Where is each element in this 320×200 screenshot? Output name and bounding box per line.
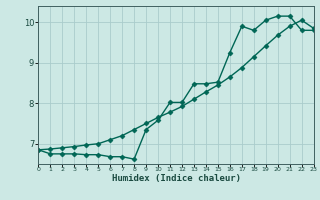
X-axis label: Humidex (Indice chaleur): Humidex (Indice chaleur) bbox=[111, 174, 241, 183]
